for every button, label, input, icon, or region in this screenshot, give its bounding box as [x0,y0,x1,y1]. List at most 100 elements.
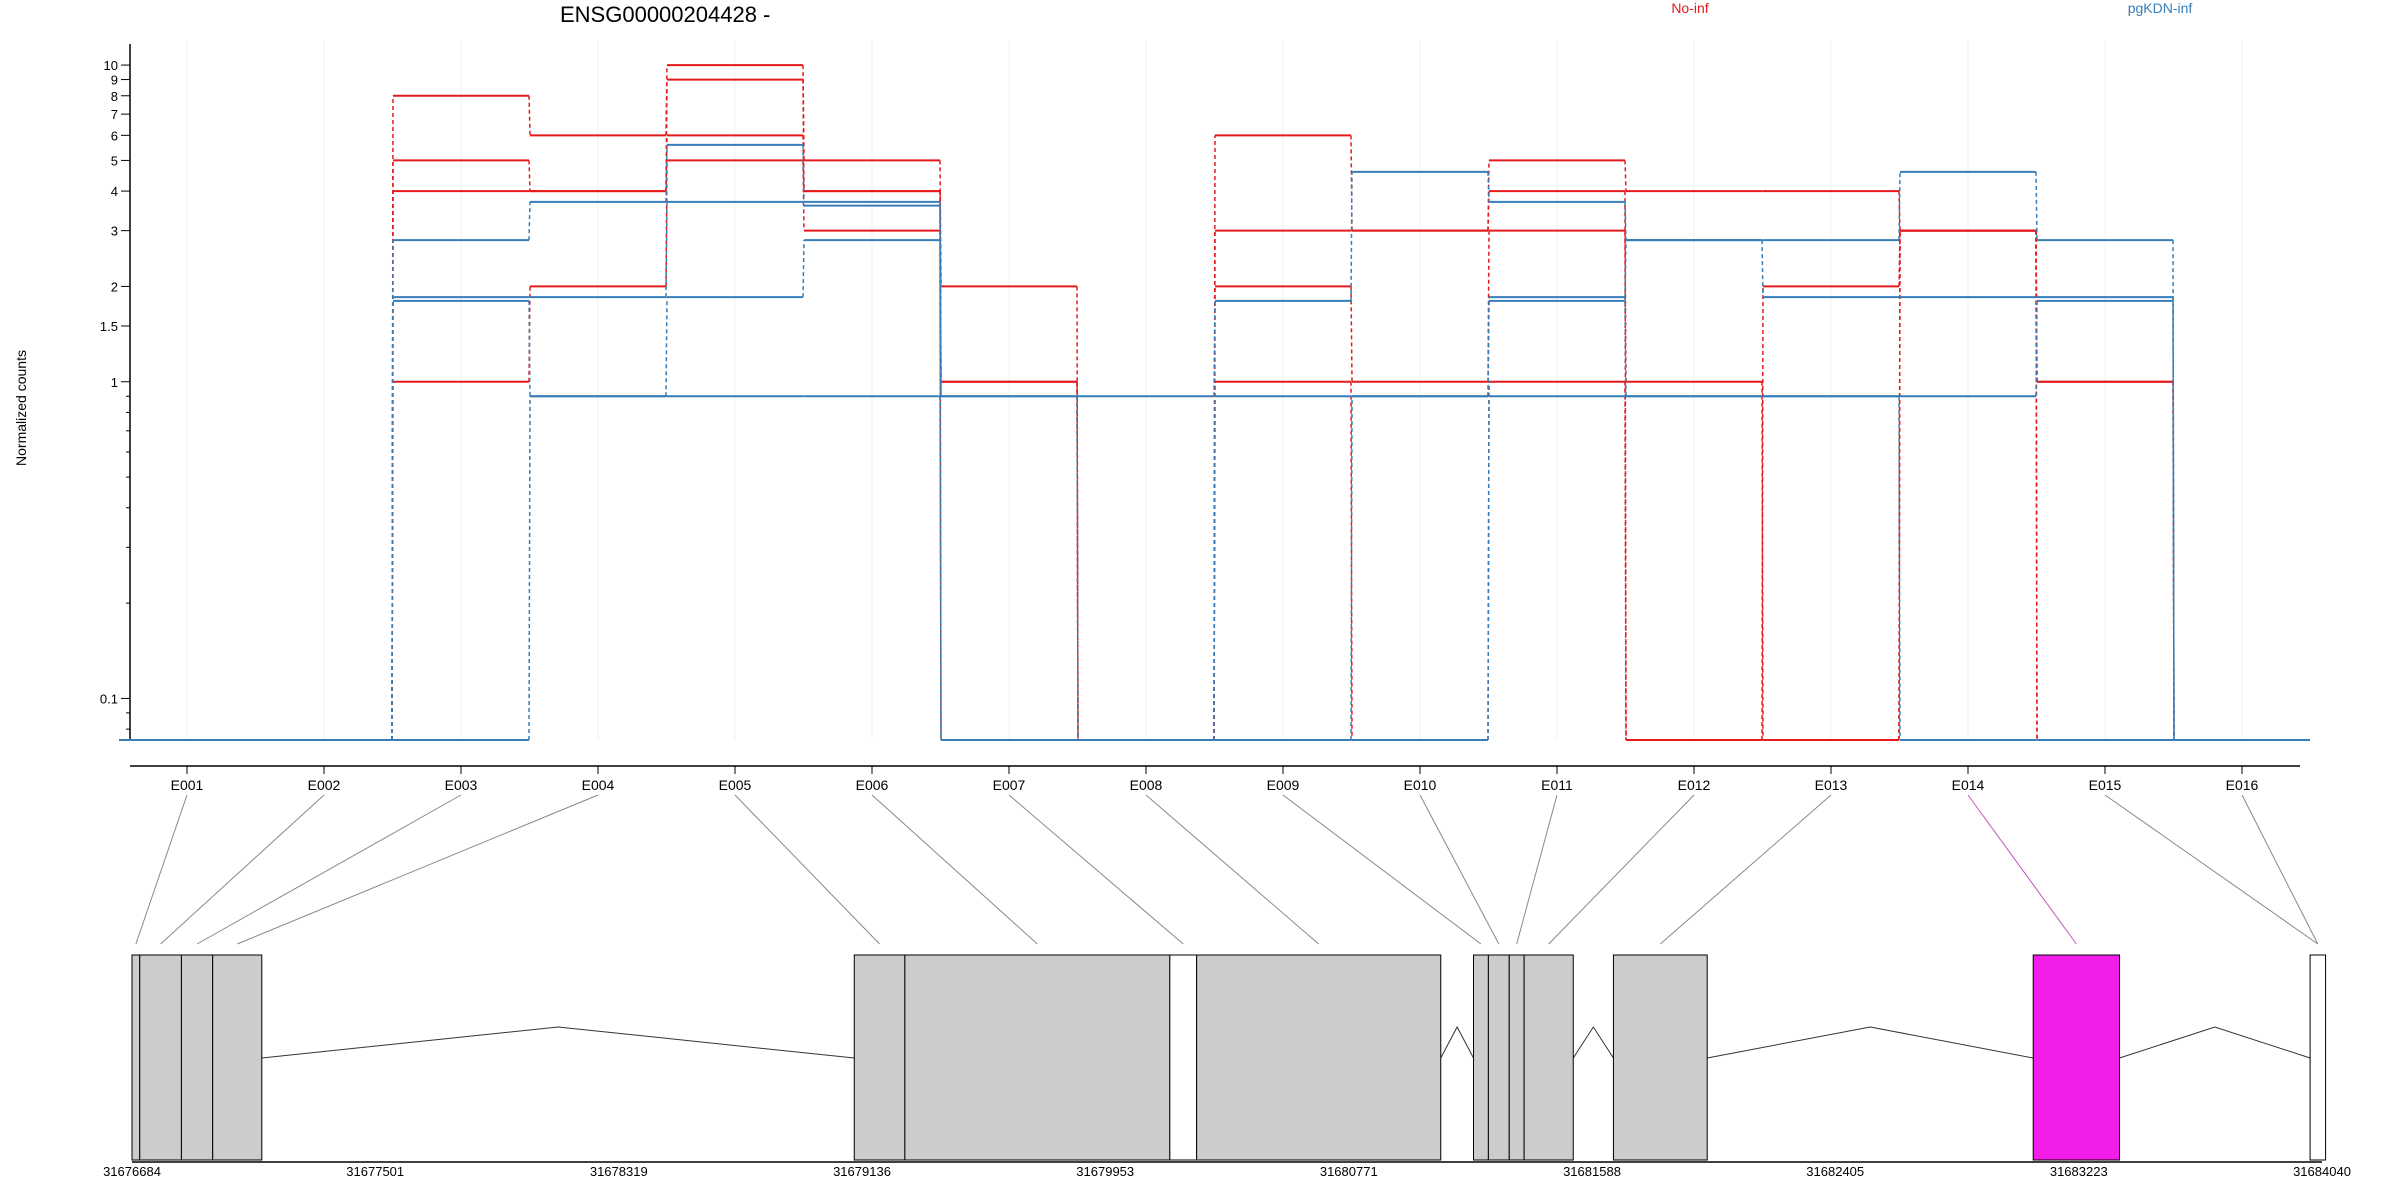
x-tick-label: E011 [1541,777,1573,793]
series-connector [391,240,394,741]
chart-title: ENSG00000204428 - [560,2,770,27]
exon-box [1473,954,1489,1161]
coordinate-axis: 31676684 31677501 31678319 31679136 31679953… [103,1161,2351,1179]
series-connector [2035,300,2038,397]
series-connector [802,201,805,206]
intron-line [261,1026,855,1059]
exon-connector-line [1008,794,1184,945]
x-tick-label: E003 [445,777,478,793]
series-connector [1076,396,1079,741]
series-connector [1898,171,1901,241]
coord-label: 31682405 [1806,1164,1864,1179]
x-axis: E001 E002 E003 E004 E005 E006 E007 E008 E009 E010… [130,765,2300,793]
exon-box [139,954,182,1161]
exon-box [2032,954,2121,1161]
series-connector [1350,396,1353,741]
series-connector [1213,300,1216,397]
series-connector [1487,300,1490,397]
series-connector [1624,381,1627,741]
coord-label: 31684040 [2293,1164,2351,1179]
exon-box [1612,954,1708,1161]
x-tick-label: E006 [856,777,889,793]
coord-label: 31678319 [590,1164,648,1179]
exon-box [1487,954,1510,1161]
series-connector [2035,171,2038,241]
x-tick-label: E015 [2089,777,2122,793]
series-connector [1761,286,1764,741]
series-connector [1487,191,1490,231]
series-connector [1350,381,1353,741]
coord-label: 31679136 [833,1164,891,1179]
legend-item: No-inf [1671,0,1708,16]
exon-connector-line [1967,794,2077,945]
x-tick-label: E012 [1678,777,1711,793]
series-connector [1624,300,1627,397]
exon-connector-line [1282,794,1482,945]
exon-connector-line [1419,794,1500,945]
series-pgKDN-inf [119,395,2310,741]
exon-connector-line [1145,794,1320,945]
series-connector [665,65,668,136]
coord-label: 31681588 [1563,1164,1621,1179]
exon-connector-line [871,794,1038,945]
series-connector [665,135,668,192]
exon-connector-line [1659,794,1832,945]
y-tick-label: 8 [111,89,118,104]
exon-box [1196,954,1442,1161]
series-connector [528,95,531,136]
x-tick-label: E009 [1267,777,1300,793]
x-tick-label: E014 [1952,777,1985,793]
series-connector [391,300,394,741]
exon-connector-line [1516,794,1558,945]
series-connector [1761,381,1764,741]
x-tick-label: E013 [1815,777,1848,793]
coord-label: 31683223 [2050,1164,2108,1179]
y-tick-label: 9 [111,73,118,88]
exon-box [853,954,906,1161]
y-tick-label: 6 [111,128,118,143]
x-tick-label: E002 [308,777,341,793]
exon-connector-line [2241,794,2319,945]
exon-connector-line [196,794,462,945]
exon-connector-line [237,794,599,945]
gene-model [131,954,2327,1161]
intron-line [2119,1026,2311,1059]
coord-label: 31676684 [103,1164,161,1179]
legend-item: pgKDN-inf [2128,0,2193,16]
series-connector [528,300,531,397]
y-axis-label: Normalized counts [13,350,29,466]
series-connector [1898,230,1901,741]
series-connector [1898,396,1901,741]
coord-label: 31677501 [346,1164,404,1179]
exon-box [131,954,141,1161]
series-connector [802,240,805,298]
exon-box [180,954,214,1161]
series-connector [528,160,531,192]
series-connector [939,396,942,741]
x-tick-label: E001 [171,777,204,793]
series-connector [1624,160,1627,192]
series-connector [665,79,668,192]
y-tick-label: 2 [111,279,118,294]
series-connector [1213,396,1216,741]
series-connector [802,135,805,192]
y-tick-label: 5 [111,153,118,168]
exon-box [904,954,1171,1161]
exon-box [2309,954,2327,1161]
legend: No-inf pgKDN-inf [1671,0,2192,16]
series-connector [2172,300,2175,741]
x-tick-label: E004 [582,777,615,793]
series-connector [1761,240,1764,298]
intron-line [1572,1026,1614,1059]
y-tick-label: 4 [111,184,118,199]
intron-line [1440,1025,1474,1059]
exon-connector-line [1548,794,1695,945]
exon-box [212,954,263,1161]
series-connector [1624,240,1627,298]
x-tick-label: E010 [1404,777,1437,793]
exon-connector-line [160,794,325,945]
exon-connector-line [734,794,880,945]
x-tick-label: E008 [1130,777,1163,793]
